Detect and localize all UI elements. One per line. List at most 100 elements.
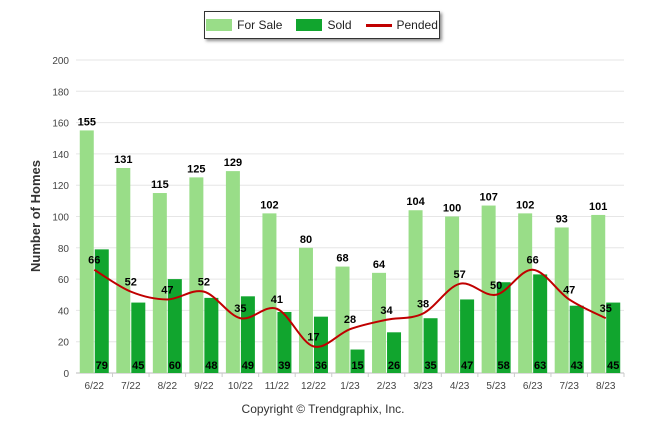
- bar-for-sale: [445, 216, 460, 373]
- x-tick-label: 12/22: [301, 381, 326, 392]
- data-label-for-sale: 107: [479, 192, 497, 204]
- data-label-sold: 63: [534, 360, 546, 372]
- data-label-pended: 34: [380, 305, 393, 317]
- bar-for-sale: [335, 266, 350, 373]
- data-label-pended: 47: [563, 284, 575, 296]
- data-label-for-sale: 102: [260, 199, 278, 211]
- bar-sold: [460, 299, 475, 373]
- bar-sold: [277, 311, 292, 373]
- bar-sold: [313, 316, 328, 373]
- data-label-for-sale: 104: [406, 196, 425, 208]
- bar-for-sale: [518, 213, 533, 373]
- y-tick-label: 0: [63, 369, 69, 380]
- x-tick-label: 3/23: [413, 381, 433, 392]
- x-tick-label: 6/22: [85, 381, 105, 392]
- y-tick-label: 160: [52, 119, 69, 130]
- legend: For Sale Sold Pended: [204, 11, 440, 39]
- bar-sold: [423, 318, 438, 373]
- bar-for-sale: [262, 213, 277, 373]
- x-tick-label: 1/23: [340, 381, 360, 392]
- bar-sold: [204, 297, 219, 373]
- data-label-for-sale: 101: [589, 201, 607, 213]
- bar-sold: [350, 349, 365, 373]
- data-label-for-sale: 131: [114, 154, 132, 166]
- bar-sold: [167, 279, 182, 373]
- legend-swatch-for-sale: [206, 19, 233, 31]
- y-tick-label: 120: [52, 181, 69, 192]
- y-tick-label: 180: [52, 87, 69, 98]
- x-tick-label: 5/23: [486, 381, 506, 392]
- data-label-sold: 45: [607, 360, 619, 372]
- y-tick-label: 140: [52, 150, 69, 161]
- data-label-sold: 49: [242, 360, 254, 372]
- x-tick-label: 9/22: [194, 381, 214, 392]
- copyright-footer: Copyright © Trendgraphix, Inc.: [241, 402, 405, 416]
- legend-swatch-sold: [296, 19, 323, 31]
- bar-for-sale: [152, 193, 167, 373]
- grid-lines: [76, 59, 624, 374]
- data-label-sold: 60: [169, 360, 181, 372]
- data-label-pended: 35: [600, 303, 612, 315]
- bar-for-sale: [116, 167, 131, 373]
- bar-sold: [94, 249, 109, 373]
- data-label-for-sale: 93: [556, 213, 568, 225]
- data-label-sold: 26: [388, 360, 400, 372]
- data-label-sold: 45: [132, 360, 144, 372]
- x-tick-label: 7/22: [121, 381, 141, 392]
- axes: 0 20 40 60 80 100 120 140 160 180 200 6/22 7/22 8/22 9…: [52, 56, 625, 392]
- data-label-pended: 52: [125, 277, 137, 289]
- x-tick-label: 8/22: [158, 381, 178, 392]
- data-label-for-sale: 64: [373, 259, 386, 271]
- data-label-pended: 50: [490, 280, 502, 292]
- data-label-sold: 58: [498, 360, 510, 372]
- data-label-for-sale: 100: [443, 203, 461, 215]
- data-label-sold: 39: [278, 360, 290, 372]
- data-label-pended: 47: [161, 284, 173, 296]
- data-label-sold: 48: [205, 360, 217, 372]
- data-label-pended: 52: [198, 277, 210, 289]
- data-label-sold: 15: [351, 360, 363, 372]
- data-label-pended: 38: [417, 299, 429, 311]
- legend-item-sold[interactable]: Sold: [296, 18, 352, 32]
- legend-label-for-sale: For Sale: [237, 18, 283, 32]
- bar-for-sale: [189, 177, 204, 373]
- bar-sold: [533, 274, 548, 373]
- y-tick-label: 200: [52, 56, 69, 67]
- legend-label-sold: Sold: [327, 18, 352, 32]
- data-label-pended: 28: [344, 314, 356, 326]
- bar-for-sale: [554, 227, 569, 373]
- bar-for-sale: [225, 171, 240, 373]
- bar-sold: [387, 332, 402, 373]
- data-label-pended: 66: [527, 255, 539, 267]
- legend-item-for-sale[interactable]: For Sale: [206, 18, 282, 32]
- legend-swatch-pended: [365, 23, 392, 27]
- x-tick-label: 6/23: [523, 381, 543, 392]
- pended-line: [93, 268, 607, 348]
- x-tick-label: 8/23: [596, 381, 616, 392]
- data-label-sold: 79: [96, 360, 108, 372]
- y-tick-label: 80: [58, 244, 70, 255]
- x-tick-label: 7/23: [559, 381, 579, 392]
- bar-for-sale: [408, 210, 423, 373]
- data-label-pended: 66: [88, 255, 100, 267]
- y-tick-label: 40: [58, 306, 70, 317]
- bar-for-sale: [372, 272, 387, 373]
- data-label-for-sale: 129: [224, 157, 242, 169]
- legend-label-pended: Pended: [396, 18, 438, 32]
- bar-sold: [131, 302, 146, 373]
- x-tick-label: 2/23: [377, 381, 397, 392]
- legend-item-pended[interactable]: Pended: [365, 18, 438, 32]
- data-label-sold: 36: [315, 360, 327, 372]
- y-tick-label: 60: [58, 275, 70, 286]
- data-label-for-sale: 155: [78, 116, 96, 128]
- data-label-for-sale: 68: [336, 253, 348, 265]
- data-label-sold: 43: [571, 360, 583, 372]
- bar-for-sale: [481, 205, 496, 373]
- data-label-pended: 35: [234, 303, 246, 315]
- bar-for-sale: [79, 130, 94, 373]
- bar-sold: [496, 282, 511, 373]
- x-tick-label: 11/22: [265, 381, 290, 392]
- data-label-for-sale: 125: [187, 163, 205, 175]
- y-axis-label: Number of Homes: [28, 160, 43, 272]
